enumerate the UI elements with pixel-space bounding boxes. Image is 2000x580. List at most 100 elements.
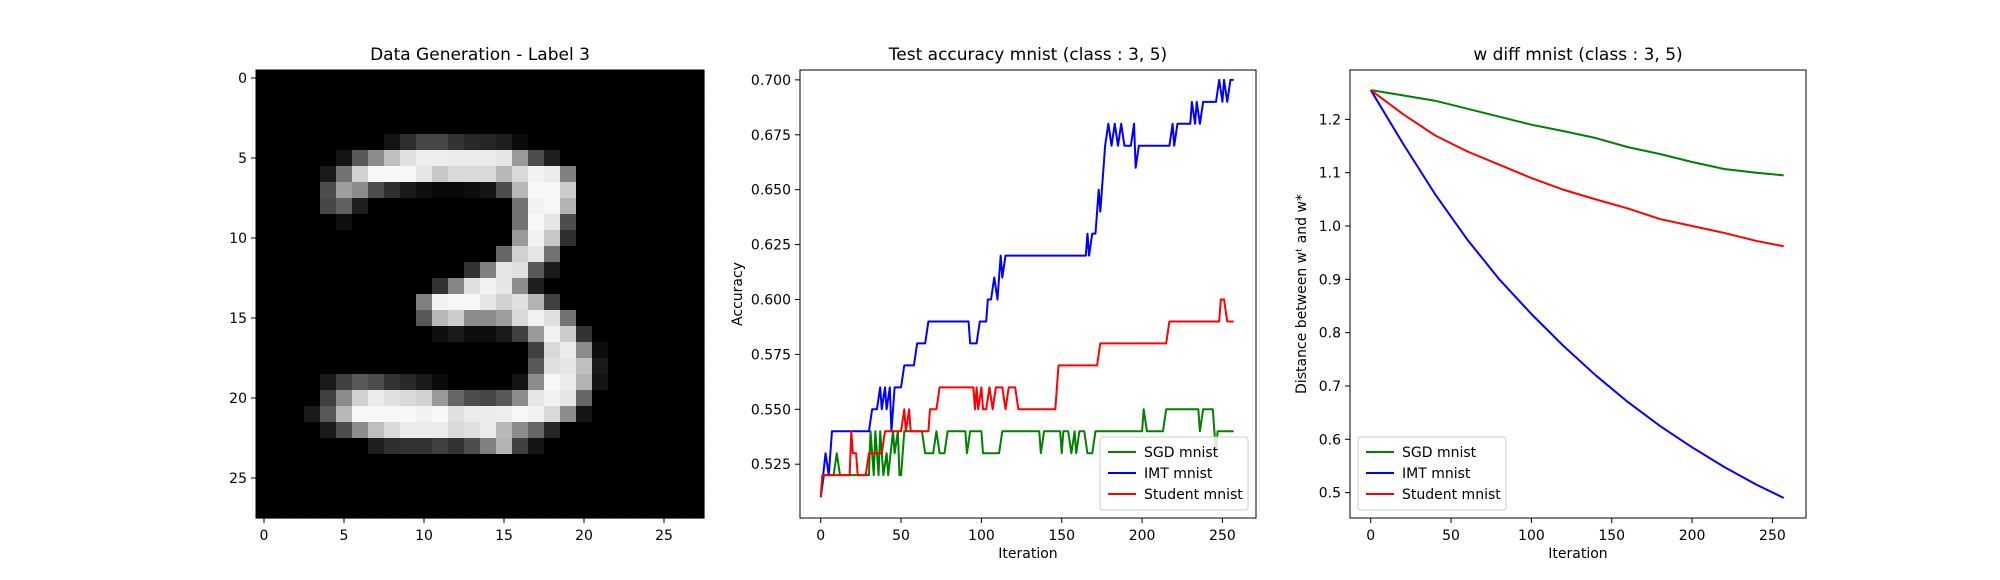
heatmap-cell	[304, 118, 321, 135]
heatmap-cell	[656, 422, 673, 439]
heatmap-cell	[432, 358, 449, 375]
heatmap-cell	[384, 502, 401, 519]
heatmap-cell	[304, 246, 321, 263]
heatmap-cell	[496, 374, 513, 391]
heatmap-cell	[320, 134, 337, 151]
heatmap-cell	[480, 150, 497, 167]
heatmap-cell	[640, 182, 657, 199]
heatmap-cell	[576, 454, 593, 471]
heatmap-cell	[320, 278, 337, 295]
heatmap-cell	[464, 182, 481, 199]
heatmap-cell	[288, 214, 305, 231]
heatmap-cell	[672, 326, 689, 343]
y-tick-label: 0.5	[1319, 486, 1341, 502]
heatmap-cell	[656, 454, 673, 471]
heatmap-cell	[672, 70, 689, 87]
heatmap-cell	[416, 70, 433, 87]
heatmap-cell	[368, 102, 385, 119]
heatmap-cell	[512, 342, 529, 359]
heatmap-cell	[432, 182, 449, 199]
heatmap-cell	[480, 182, 497, 199]
heatmap-cell	[496, 294, 513, 311]
heatmap-cell	[480, 134, 497, 151]
heatmap-cell	[384, 86, 401, 103]
heatmap-cell	[480, 246, 497, 263]
heatmap-cell	[352, 118, 369, 135]
heatmap-cell	[688, 502, 705, 519]
heatmap-cell	[416, 246, 433, 263]
heatmap-cell	[496, 406, 513, 423]
heatmap-cell	[496, 86, 513, 103]
heatmap-cell	[448, 310, 465, 327]
heatmap-cell	[480, 102, 497, 119]
heatmap-cell	[336, 390, 353, 407]
heatmap-cell	[448, 102, 465, 119]
heatmap-cell	[480, 390, 497, 407]
heatmap-cell	[368, 406, 385, 423]
heatmap-cell	[416, 390, 433, 407]
legend-entry-label: IMT mnist	[1144, 466, 1213, 482]
heatmap-cell	[528, 502, 545, 519]
legend-entry-label: SGD mnist	[1402, 445, 1477, 461]
heatmap-cell	[272, 150, 289, 167]
heatmap-cell	[448, 262, 465, 279]
heatmap-cell	[464, 342, 481, 359]
heatmap-cell	[656, 86, 673, 103]
heatmap-cell	[480, 438, 497, 455]
heatmap-cell	[688, 486, 705, 503]
heatmap-cell	[368, 278, 385, 295]
heatmap-cell	[304, 406, 321, 423]
heatmap-cell	[576, 278, 593, 295]
heatmap-cell	[448, 134, 465, 151]
heatmap-cell	[384, 214, 401, 231]
heatmap-cell	[304, 422, 321, 439]
y-tick-label: 5	[238, 151, 247, 167]
heatmap-cell	[336, 230, 353, 247]
heatmap-cell	[688, 134, 705, 151]
heatmap-cell	[480, 230, 497, 247]
heatmap-cell	[272, 454, 289, 471]
heatmap-cell	[384, 486, 401, 503]
heatmap-cell	[544, 406, 561, 423]
heatmap-cell	[688, 262, 705, 279]
heatmap-cell	[576, 358, 593, 375]
heatmap-cell	[576, 182, 593, 199]
heatmap-cell	[352, 358, 369, 375]
heatmap-cell	[592, 374, 609, 391]
heatmap-cell	[544, 182, 561, 199]
heatmap-cell	[336, 246, 353, 263]
heatmap-cell	[272, 246, 289, 263]
heatmap-cell	[608, 198, 625, 215]
heatmap-cell	[576, 102, 593, 119]
heatmap-cell	[288, 486, 305, 503]
heatmap-cell	[480, 358, 497, 375]
heatmap-cell	[352, 182, 369, 199]
heatmap-cell	[608, 182, 625, 199]
heatmap-cell	[272, 262, 289, 279]
heatmap-cell	[304, 438, 321, 455]
heatmap-cell	[624, 438, 641, 455]
heatmap-cell	[384, 230, 401, 247]
heatmap-cell	[448, 486, 465, 503]
heatmap-cell	[432, 390, 449, 407]
heatmap-cell	[256, 342, 273, 359]
heatmap-cell	[432, 230, 449, 247]
heatmap-cell	[256, 326, 273, 343]
heatmap-cell	[288, 310, 305, 327]
heatmap-cell	[480, 86, 497, 103]
heatmap-cell	[672, 390, 689, 407]
heatmap-cell	[688, 294, 705, 311]
heatmap-cell	[608, 246, 625, 263]
heatmap-cell	[688, 246, 705, 263]
heatmap-cell	[672, 406, 689, 423]
heatmap-cell	[512, 310, 529, 327]
heatmap-cell	[432, 454, 449, 471]
heatmap-cell	[592, 262, 609, 279]
heatmap-cell	[480, 198, 497, 215]
heatmap-cell	[544, 358, 561, 375]
heatmap-cell	[432, 214, 449, 231]
heatmap-cell	[272, 438, 289, 455]
heatmap-cell	[512, 214, 529, 231]
heatmap-cell	[432, 86, 449, 103]
y-tick-label: 0.600	[751, 292, 791, 308]
